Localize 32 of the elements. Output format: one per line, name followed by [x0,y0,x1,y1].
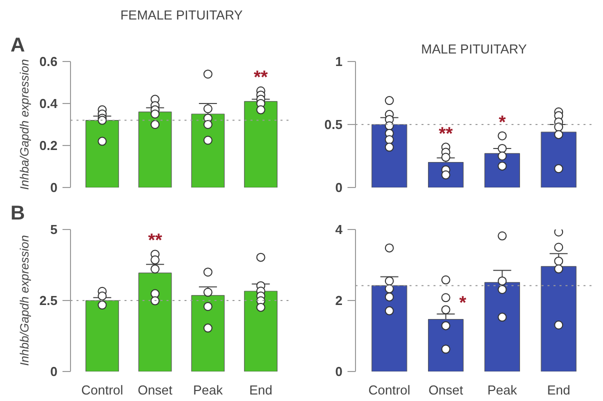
x-tick-label: Control [81,382,124,398]
y-axis-title: Inhbb/Gapdh expression [17,234,32,366]
y-axis-title: Inhba/Gapdh expression [17,58,32,190]
data-label: ** [438,123,453,144]
y-tick-label: 0.4 [39,96,58,111]
chart-title: MALE PITUITARY [421,42,528,56]
data-label: ** [148,230,162,250]
y-tick-label: 4 [335,222,344,237]
x-tick-label: Peak [487,382,518,398]
x-tick-label: Control [368,382,410,398]
y-tick-label: 2.5 [39,293,58,308]
y-tick-label: 0 [335,364,343,379]
y-tick-label: 0 [50,364,58,379]
text: B [10,202,25,224]
data-label: * [459,292,466,313]
x-tick-label: Onset [428,382,464,398]
y-tick-label: 0 [335,180,343,195]
x-tick-label: End [547,382,570,398]
x-tick-label: End [249,382,272,398]
x-tick-label: Onset [138,382,173,398]
chart-title: FEMALE PITUITARY [120,8,243,22]
data-label: * [498,112,506,132]
y-tick-label: 0.6 [39,54,58,69]
y-tick-label: 1 [335,54,343,69]
y-tick-label: 5 [50,222,58,237]
data-label: ** [254,67,268,88]
y-tick-label: 0.2 [39,138,58,153]
y-tick-label: 2 [335,293,343,308]
text: A [10,34,25,56]
y-tick-label: 0.5 [324,117,343,132]
y-tick-label: 0 [50,180,58,195]
x-tick-label: Peak [193,382,224,398]
